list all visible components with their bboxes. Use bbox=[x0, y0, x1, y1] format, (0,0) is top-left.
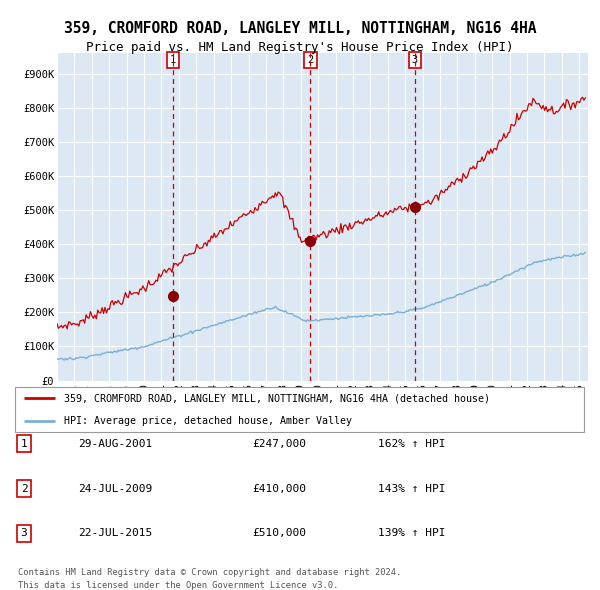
Text: 143% ↑ HPI: 143% ↑ HPI bbox=[378, 484, 445, 493]
Text: 2: 2 bbox=[20, 484, 28, 493]
Text: £410,000: £410,000 bbox=[252, 484, 306, 493]
FancyBboxPatch shape bbox=[15, 387, 584, 432]
Text: 359, CROMFORD ROAD, LANGLEY MILL, NOTTINGHAM, NG16 4HA: 359, CROMFORD ROAD, LANGLEY MILL, NOTTIN… bbox=[64, 21, 536, 35]
Text: 2: 2 bbox=[307, 55, 314, 65]
Text: 1: 1 bbox=[20, 439, 28, 448]
Text: £510,000: £510,000 bbox=[252, 529, 306, 538]
Text: 1: 1 bbox=[170, 55, 176, 65]
Text: 29-AUG-2001: 29-AUG-2001 bbox=[78, 439, 152, 448]
Text: 3: 3 bbox=[20, 529, 28, 538]
Text: £247,000: £247,000 bbox=[252, 439, 306, 448]
Text: Price paid vs. HM Land Registry's House Price Index (HPI): Price paid vs. HM Land Registry's House … bbox=[86, 41, 514, 54]
Text: 139% ↑ HPI: 139% ↑ HPI bbox=[378, 529, 445, 538]
Text: 162% ↑ HPI: 162% ↑ HPI bbox=[378, 439, 445, 448]
Text: 24-JUL-2009: 24-JUL-2009 bbox=[78, 484, 152, 493]
Text: 3: 3 bbox=[412, 55, 418, 65]
Text: 359, CROMFORD ROAD, LANGLEY MILL, NOTTINGHAM, NG16 4HA (detached house): 359, CROMFORD ROAD, LANGLEY MILL, NOTTIN… bbox=[64, 394, 490, 404]
Text: 22-JUL-2015: 22-JUL-2015 bbox=[78, 529, 152, 538]
Text: Contains HM Land Registry data © Crown copyright and database right 2024.: Contains HM Land Registry data © Crown c… bbox=[18, 568, 401, 576]
Text: This data is licensed under the Open Government Licence v3.0.: This data is licensed under the Open Gov… bbox=[18, 581, 338, 589]
Text: HPI: Average price, detached house, Amber Valley: HPI: Average price, detached house, Ambe… bbox=[64, 415, 352, 425]
